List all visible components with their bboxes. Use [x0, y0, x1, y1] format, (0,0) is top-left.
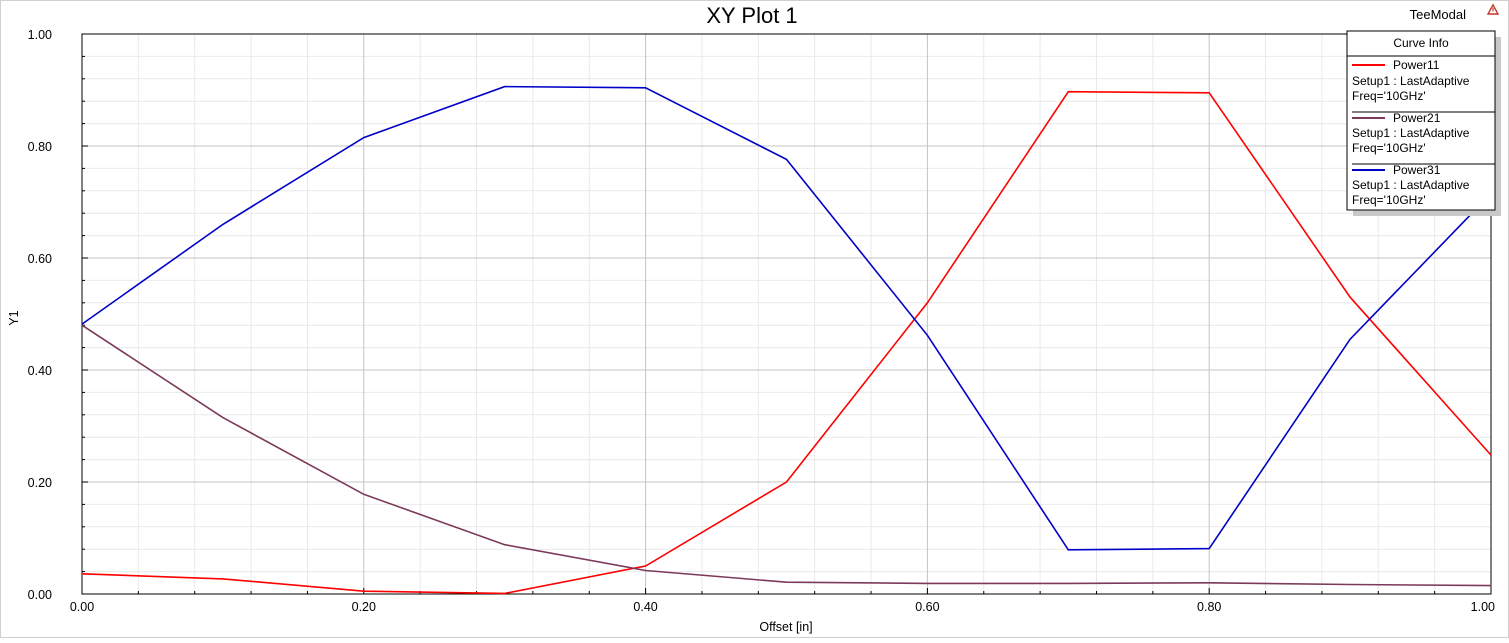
x-tick-label: 1.00 — [1471, 600, 1495, 614]
x-tick-label: 0.00 — [70, 600, 94, 614]
y-tick-label: 1.00 — [28, 28, 52, 42]
y-tick-label: 0.40 — [28, 364, 52, 378]
y-tick-label: 0.80 — [28, 140, 52, 154]
y-axis-tick-labels: 0.00 0.20 0.40 0.60 0.80 1.00 — [28, 28, 52, 602]
project-name: TeeModal — [1410, 7, 1466, 22]
x-axis-label: Offset [in] — [759, 620, 812, 634]
x-axis-tick-labels: 0.00 0.20 0.40 0.60 0.80 1.00 — [70, 600, 1495, 614]
series-line-power31 — [81, 85, 1492, 551]
x-tick-label: 0.80 — [1197, 600, 1221, 614]
x-tick-label: 0.40 — [633, 600, 657, 614]
minor-grid — [82, 34, 1491, 594]
series-lines — [81, 85, 1492, 595]
axis-ticks — [81, 33, 1492, 595]
legend-series-freq: Freq='10GHz' — [1352, 141, 1426, 155]
legend-series-setup: Setup1 : LastAdaptive — [1352, 126, 1470, 140]
legend-title: Curve Info — [1393, 36, 1449, 50]
legend-series-name: Power21 — [1393, 111, 1441, 125]
legend-series-freq: Freq='10GHz' — [1352, 193, 1426, 207]
legend[interactable]: Curve Info Power11 Setup1 : LastAdaptive… — [1346, 30, 1501, 216]
y-tick-label: 0.60 — [28, 252, 52, 266]
x-tick-label: 0.60 — [915, 600, 939, 614]
major-grid — [82, 34, 1491, 594]
legend-entry-power11[interactable]: Power11 Setup1 : LastAdaptive Freq='10GH… — [1352, 58, 1470, 103]
series-line-power11 — [81, 90, 1492, 595]
legend-entry-power21[interactable]: Power21 Setup1 : LastAdaptive Freq='10GH… — [1352, 111, 1470, 155]
y-axis-label: Y1 — [7, 310, 21, 325]
y-tick-label: 0.00 — [28, 588, 52, 602]
legend-series-freq: Freq='10GHz' — [1352, 89, 1426, 103]
warning-triangle-icon[interactable] — [1486, 3, 1500, 15]
chart-title: XY Plot 1 — [706, 3, 797, 28]
y-tick-label: 0.20 — [28, 476, 52, 490]
legend-series-setup: Setup1 : LastAdaptive — [1352, 178, 1470, 192]
series-line-power21 — [81, 324, 1492, 587]
legend-series-setup: Setup1 : LastAdaptive — [1352, 74, 1470, 88]
legend-series-name: Power31 — [1393, 163, 1441, 177]
x-tick-label: 0.20 — [352, 600, 376, 614]
legend-box — [1346, 30, 1496, 211]
plot-area — [81, 33, 1492, 595]
legend-series-name: Power11 — [1393, 58, 1440, 72]
legend-entry-power31[interactable]: Power31 Setup1 : LastAdaptive Freq='10GH… — [1352, 163, 1470, 207]
